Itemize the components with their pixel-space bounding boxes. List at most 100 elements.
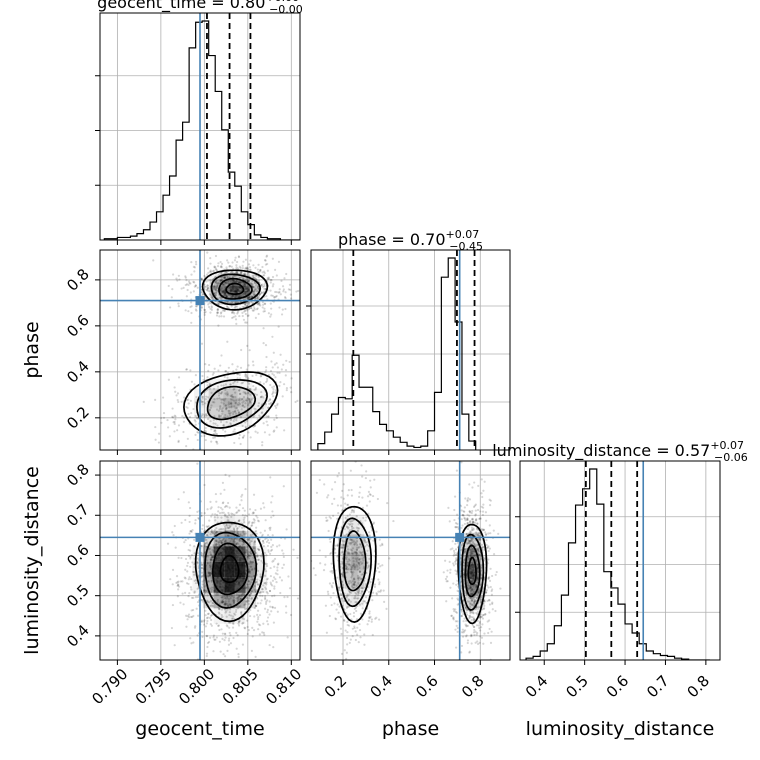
sample-point bbox=[206, 541, 209, 544]
sample-point bbox=[245, 292, 248, 295]
sample-point bbox=[217, 262, 220, 265]
sample-point bbox=[210, 556, 213, 559]
sample-point bbox=[253, 293, 256, 296]
sample-point bbox=[240, 271, 243, 274]
sample-point bbox=[463, 630, 466, 633]
sample-point bbox=[221, 632, 224, 635]
sample-point bbox=[214, 281, 218, 285]
sample-point bbox=[214, 492, 218, 496]
contour-line bbox=[194, 521, 265, 623]
sample-point bbox=[225, 407, 228, 410]
sample-point bbox=[245, 304, 249, 308]
sample-point bbox=[220, 354, 223, 357]
sample-point bbox=[474, 534, 477, 537]
sample-point bbox=[248, 508, 252, 511]
sample-point bbox=[226, 608, 229, 611]
sample-point bbox=[232, 599, 235, 602]
sample-point bbox=[362, 600, 365, 603]
sample-point bbox=[182, 286, 185, 289]
sample-point bbox=[346, 503, 350, 506]
sample-point bbox=[272, 388, 275, 391]
sample-point bbox=[382, 589, 385, 592]
sample-point bbox=[268, 541, 271, 544]
sample-point bbox=[452, 554, 455, 557]
sample-point bbox=[265, 581, 268, 584]
sample-point bbox=[354, 595, 357, 598]
sample-point bbox=[478, 615, 482, 618]
sample-point bbox=[473, 617, 476, 621]
sample-point bbox=[465, 569, 469, 572]
sample-point bbox=[190, 609, 193, 612]
sample-point bbox=[288, 283, 292, 286]
sample-point bbox=[184, 591, 187, 595]
sample-point bbox=[491, 588, 494, 591]
sample-point bbox=[464, 519, 467, 522]
sample-point bbox=[346, 643, 349, 646]
density-cell bbox=[239, 279, 250, 286]
sample-point bbox=[257, 275, 260, 279]
density-cell bbox=[192, 546, 204, 562]
sample-point bbox=[202, 620, 206, 623]
sample-point bbox=[190, 321, 193, 324]
sample-point bbox=[270, 360, 273, 363]
sample-point bbox=[464, 605, 467, 608]
sample-point bbox=[213, 401, 216, 404]
sample-point bbox=[222, 538, 225, 541]
density-cell bbox=[239, 285, 250, 293]
sample-point bbox=[271, 595, 274, 598]
sample-point bbox=[326, 519, 329, 522]
sample-point bbox=[233, 405, 236, 408]
sample-point bbox=[244, 392, 247, 395]
sample-point bbox=[232, 382, 235, 385]
sample-point bbox=[201, 583, 204, 586]
sample-point bbox=[460, 631, 464, 634]
density-cell bbox=[229, 298, 240, 305]
sample-point bbox=[193, 552, 196, 555]
sample-point bbox=[256, 569, 260, 572]
contour-line bbox=[218, 277, 253, 300]
sample-point bbox=[256, 597, 259, 600]
sample-point bbox=[264, 519, 267, 522]
sample-point bbox=[491, 601, 494, 604]
sample-point bbox=[265, 578, 269, 581]
sample-point bbox=[252, 493, 256, 496]
sample-point bbox=[261, 590, 265, 594]
sample-point bbox=[206, 594, 209, 597]
sample-point bbox=[473, 625, 476, 629]
sample-point bbox=[241, 436, 245, 439]
sample-point bbox=[204, 538, 207, 541]
sample-point bbox=[266, 599, 269, 602]
sample-point bbox=[222, 653, 225, 656]
sample-point bbox=[259, 269, 262, 272]
sample-point bbox=[243, 533, 246, 536]
sample-point bbox=[455, 553, 458, 557]
sample-point bbox=[344, 629, 347, 632]
sample-point bbox=[212, 436, 215, 439]
sample-point bbox=[484, 531, 487, 534]
sample-point bbox=[205, 538, 208, 542]
sample-point bbox=[256, 307, 259, 310]
sample-point bbox=[184, 557, 188, 561]
truth-marker bbox=[195, 532, 205, 542]
sample-point bbox=[215, 540, 219, 543]
sample-point bbox=[237, 620, 240, 623]
density-cell bbox=[213, 608, 225, 624]
sample-point bbox=[324, 555, 327, 558]
sample-point bbox=[263, 283, 266, 286]
sample-point bbox=[255, 274, 258, 277]
sample-point bbox=[216, 593, 219, 596]
sample-point bbox=[327, 529, 330, 533]
sample-point bbox=[467, 584, 470, 587]
sample-point bbox=[274, 295, 277, 298]
sample-point bbox=[229, 271, 233, 274]
sample-point bbox=[359, 456, 361, 458]
sample-point bbox=[210, 588, 213, 591]
sample-point bbox=[230, 305, 233, 308]
sample-point bbox=[249, 540, 252, 543]
density-cell bbox=[256, 546, 267, 562]
sample-point bbox=[233, 441, 236, 445]
sample-point bbox=[217, 274, 220, 277]
sample-point bbox=[173, 420, 176, 424]
sample-point bbox=[220, 276, 223, 279]
sample-point bbox=[204, 310, 207, 314]
